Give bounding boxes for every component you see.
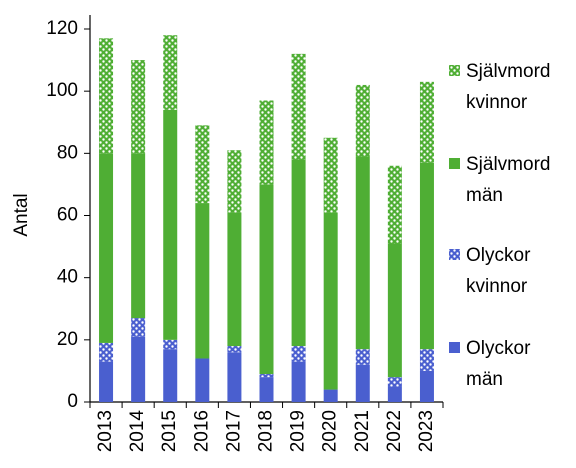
y-tick-label: 20 bbox=[57, 329, 78, 350]
bar-segment bbox=[259, 374, 274, 378]
bar-segment bbox=[387, 386, 402, 402]
legend-label: Självmord män bbox=[466, 154, 551, 206]
bar-segment bbox=[227, 212, 242, 347]
legend-label: Självmord kvinnor bbox=[466, 61, 551, 113]
bar-segment bbox=[355, 156, 370, 350]
bar-segment bbox=[195, 125, 210, 204]
x-tick-label: 2018 bbox=[256, 410, 277, 452]
x-tick-label: 2019 bbox=[288, 410, 309, 452]
bar-segment bbox=[419, 81, 434, 163]
bar-segment bbox=[323, 212, 338, 390]
x-tick-label: 2014 bbox=[127, 410, 148, 453]
y-tick-label: 60 bbox=[57, 205, 78, 226]
x-tick-label: 2015 bbox=[159, 410, 180, 452]
bar-segment bbox=[291, 53, 306, 160]
bar-segment bbox=[227, 352, 242, 402]
bar-segment bbox=[387, 377, 402, 387]
legend-swatch bbox=[449, 342, 460, 353]
legend-swatch bbox=[449, 158, 460, 169]
bar-segment bbox=[131, 153, 146, 319]
bar-segment bbox=[387, 165, 402, 244]
y-tick-label: 40 bbox=[57, 267, 78, 288]
bar-segment bbox=[99, 153, 114, 343]
x-tick-label: 2017 bbox=[223, 410, 244, 452]
bar-segment bbox=[323, 137, 338, 213]
x-tick-label: 2016 bbox=[191, 410, 212, 452]
bar-segment bbox=[355, 349, 370, 365]
bar-segment bbox=[99, 38, 114, 154]
y-tick-label: 120 bbox=[46, 18, 78, 39]
bar-segment bbox=[291, 159, 306, 347]
legend-label: Olyckor kvinnor bbox=[466, 245, 531, 297]
bar-segment bbox=[259, 377, 274, 402]
x-tick-label: 2022 bbox=[384, 410, 405, 452]
bar-segment bbox=[419, 370, 434, 402]
legend-swatch bbox=[449, 249, 460, 260]
x-tick-label: 2021 bbox=[352, 410, 373, 452]
y-tick-label: 0 bbox=[67, 391, 78, 412]
bar-segment bbox=[227, 150, 242, 213]
bar-segment bbox=[355, 84, 370, 157]
bar-segment bbox=[259, 100, 274, 185]
bar-segment bbox=[131, 60, 146, 154]
bar-segment bbox=[419, 349, 434, 371]
x-tick-label: 2023 bbox=[416, 410, 437, 452]
bar-segment bbox=[387, 243, 402, 378]
bar-segment bbox=[291, 361, 306, 402]
bar-segment bbox=[419, 162, 434, 350]
bar-segment bbox=[195, 358, 210, 402]
bar-segment bbox=[99, 361, 114, 402]
y-axis-label: Antal bbox=[11, 193, 32, 236]
bar-segment bbox=[323, 389, 338, 402]
legend-swatch bbox=[449, 65, 460, 76]
x-tick-label: 2020 bbox=[320, 410, 341, 452]
bar-segment bbox=[131, 318, 146, 337]
bar-segment bbox=[163, 339, 178, 350]
bar-segment bbox=[163, 35, 178, 110]
legend-label: Olyckor män bbox=[466, 338, 531, 390]
bar-segment bbox=[355, 364, 370, 402]
bar-segment bbox=[227, 346, 242, 353]
bar-segment bbox=[99, 342, 114, 362]
bar-segment bbox=[163, 109, 178, 340]
bar-segment bbox=[163, 349, 178, 402]
bar-segment bbox=[259, 184, 274, 375]
y-tick-label: 80 bbox=[57, 142, 78, 163]
y-tick-label: 100 bbox=[46, 80, 78, 101]
bar-segment bbox=[291, 346, 306, 362]
bar-segment bbox=[195, 203, 210, 359]
x-tick-label: 2013 bbox=[95, 410, 116, 452]
bar-segment bbox=[131, 336, 146, 402]
